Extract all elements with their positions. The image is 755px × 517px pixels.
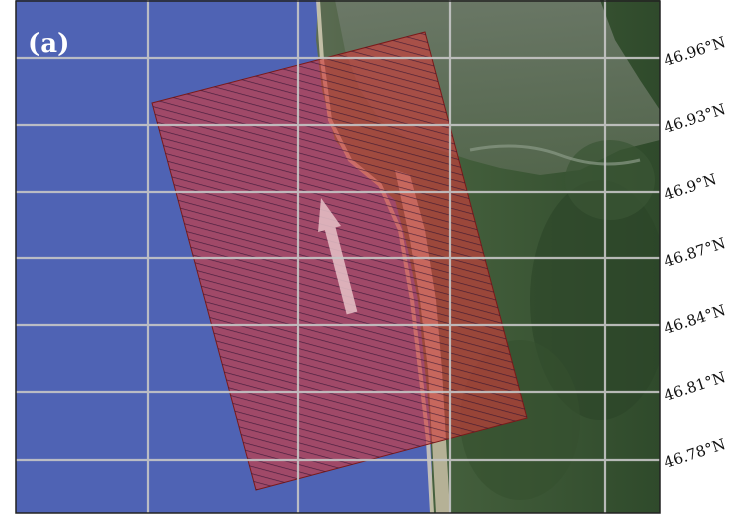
channel [469,144,641,166]
latitude-labels: 46.96°N 46.93°N 46.9°N 46.87°N 46.84°N 4… [662,33,728,472]
latitude-label: 46.93°N [662,100,728,137]
map-frame [15,0,661,514]
panel-label: (a) [28,29,69,59]
latitude-label: 46.81°N [662,368,728,405]
basemap [16,0,660,513]
latitude-label: 46.96°N [662,33,728,70]
latitude-label: 46.78°N [662,435,728,472]
latitude-label: 46.9°N [662,170,719,204]
forest-patch [565,140,655,220]
graticule [16,0,660,513]
forest-patch [530,180,660,420]
flight-direction-arrow [318,198,358,315]
latitude-label: 46.87°N [662,234,728,271]
latitude-label: 46.84°N [662,301,728,338]
